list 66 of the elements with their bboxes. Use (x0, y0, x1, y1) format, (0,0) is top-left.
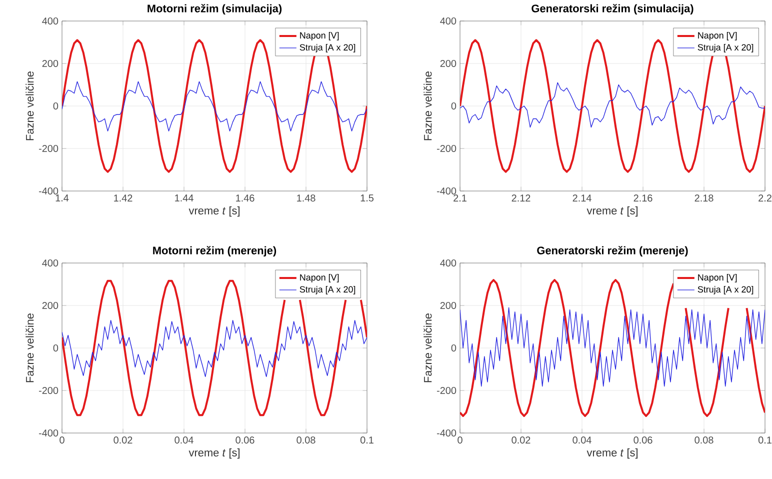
x-tick-label: 0.06 (236, 436, 254, 444)
legend-label: Napon [V] (698, 274, 737, 282)
x-tick-label: 0.1 (758, 436, 772, 444)
x-tick-label: 2.12 (512, 194, 530, 202)
y-tick-label: -200 (436, 386, 456, 394)
x-tick-label: 2.14 (572, 194, 592, 202)
x-tick-label: 1.46 (236, 194, 254, 202)
line-series (62, 320, 368, 378)
x-tick-label: 1.44 (175, 194, 194, 202)
x-tick-label: 0.02 (114, 436, 132, 444)
chart-title: Motorni režim (merenje) (153, 246, 276, 256)
line-series (460, 307, 766, 387)
legend-label: Napon [V] (300, 274, 339, 282)
chart-title: Generatorski režim (merenje) (537, 246, 688, 256)
x-tick-label: 2.16 (634, 194, 652, 202)
x-tick-label: 1.48 (297, 194, 316, 202)
x-tick-label: 0.02 (512, 436, 530, 444)
y-axis-title: Fazne veličine (26, 71, 34, 140)
x-tick-label: 0.08 (296, 436, 316, 444)
y-tick-label: 0 (53, 102, 58, 110)
legend-label: Struja [A x 20] (300, 44, 356, 52)
y-tick-label: -200 (38, 144, 58, 152)
y-tick-label: -200 (38, 386, 58, 394)
x-axis-title: vreme t [s] (586, 448, 638, 459)
x-tick-label: 0.08 (694, 436, 714, 444)
x-tick-label: 0 (60, 436, 64, 444)
x-tick-label: 0.04 (174, 436, 194, 444)
x-tick-label: 1.5 (360, 194, 374, 202)
y-axis-title: Fazne veličine (26, 313, 34, 382)
x-tick-label: 1.42 (114, 194, 132, 202)
x-tick-label: 2.1 (454, 194, 466, 202)
x-axis-title: vreme t [s] (586, 206, 638, 217)
x-tick-label: 2.18 (694, 194, 714, 202)
chart-title: Generatorski režim (simulacija) (532, 4, 694, 14)
y-tick-label: 0 (451, 344, 456, 352)
y-tick-label: 200 (440, 302, 456, 310)
legend-label: Struja [A x 20] (300, 286, 356, 294)
y-tick-label: -400 (38, 187, 58, 195)
y-axis-title: Fazne veličine (424, 71, 432, 140)
x-tick-label: 2.2 (758, 194, 772, 202)
y-tick-label: 0 (451, 102, 456, 110)
legend-label: Struja [A x 20] (698, 44, 754, 52)
legend-label: Struja [A x 20] (698, 286, 754, 294)
x-tick-label: 0 (458, 436, 462, 444)
x-axis-title: vreme t [s] (188, 448, 240, 459)
y-tick-label: 200 (42, 60, 58, 68)
x-tick-label: 0.1 (360, 436, 374, 444)
legend-label: Napon [V] (300, 32, 339, 40)
x-tick-label: 0.06 (634, 436, 652, 444)
y-tick-label: -400 (436, 429, 456, 437)
y-tick-label: 400 (42, 259, 58, 267)
y-tick-label: 200 (42, 302, 58, 310)
y-axis-title: Fazne veličine (424, 313, 432, 382)
y-tick-label: -200 (436, 144, 456, 152)
y-tick-label: 200 (440, 60, 456, 68)
legend-label: Napon [V] (698, 32, 737, 40)
x-tick-label: 0.04 (572, 436, 592, 444)
y-tick-label: -400 (436, 187, 456, 195)
y-tick-label: 400 (440, 259, 456, 267)
y-tick-label: 400 (440, 17, 456, 25)
x-tick-label: 1.4 (56, 194, 69, 202)
chart-title: Motorni režim (simulacija) (148, 4, 282, 14)
y-tick-label: 400 (42, 17, 58, 25)
x-axis-title: vreme t [s] (188, 206, 240, 217)
y-tick-label: -400 (38, 429, 58, 437)
y-tick-label: 0 (53, 344, 58, 352)
